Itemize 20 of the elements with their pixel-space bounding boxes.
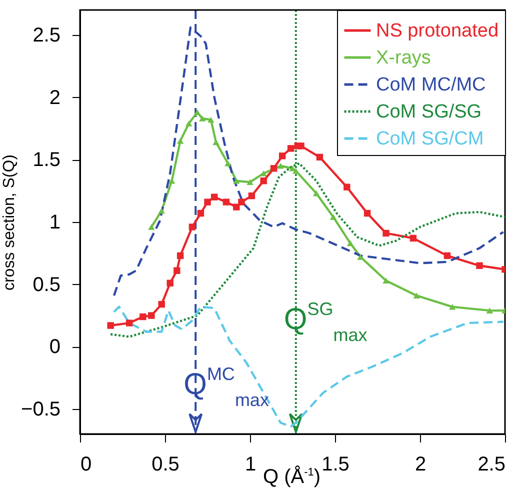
y-tick-label: 2 [49, 86, 60, 109]
legend-label: X-rays [376, 48, 431, 68]
x-tick-label: 0 [80, 454, 92, 476]
x-tick-label: 2.5 [478, 454, 506, 476]
y-tick-label: 0 [49, 336, 60, 358]
y-axis-title: cross section, S(Q) [1, 154, 18, 291]
x-tick-label: 1.5 [322, 454, 350, 476]
x-tick-label: 2 [414, 454, 426, 476]
legend-label: CoM SG/SG [376, 102, 482, 122]
y-tick-label: 2.5 [32, 24, 60, 46]
x-tick-label: 1 [244, 454, 256, 476]
x-tick-label: 0.5 [152, 454, 180, 476]
y-tick-label: 1 [49, 212, 60, 234]
legend-label: CoM MC/MC [376, 74, 486, 96]
x-axis-title: Q (Å$^{-1}$) [263, 466, 321, 489]
y-tick-label: −0.5 [21, 398, 60, 421]
legend-label: NS protonated [376, 20, 499, 42]
y-tick-label: 1.5 [32, 149, 60, 172]
legend-label: CoM SG/CM [376, 128, 484, 150]
y-tick-label: 0.5 [32, 274, 60, 296]
